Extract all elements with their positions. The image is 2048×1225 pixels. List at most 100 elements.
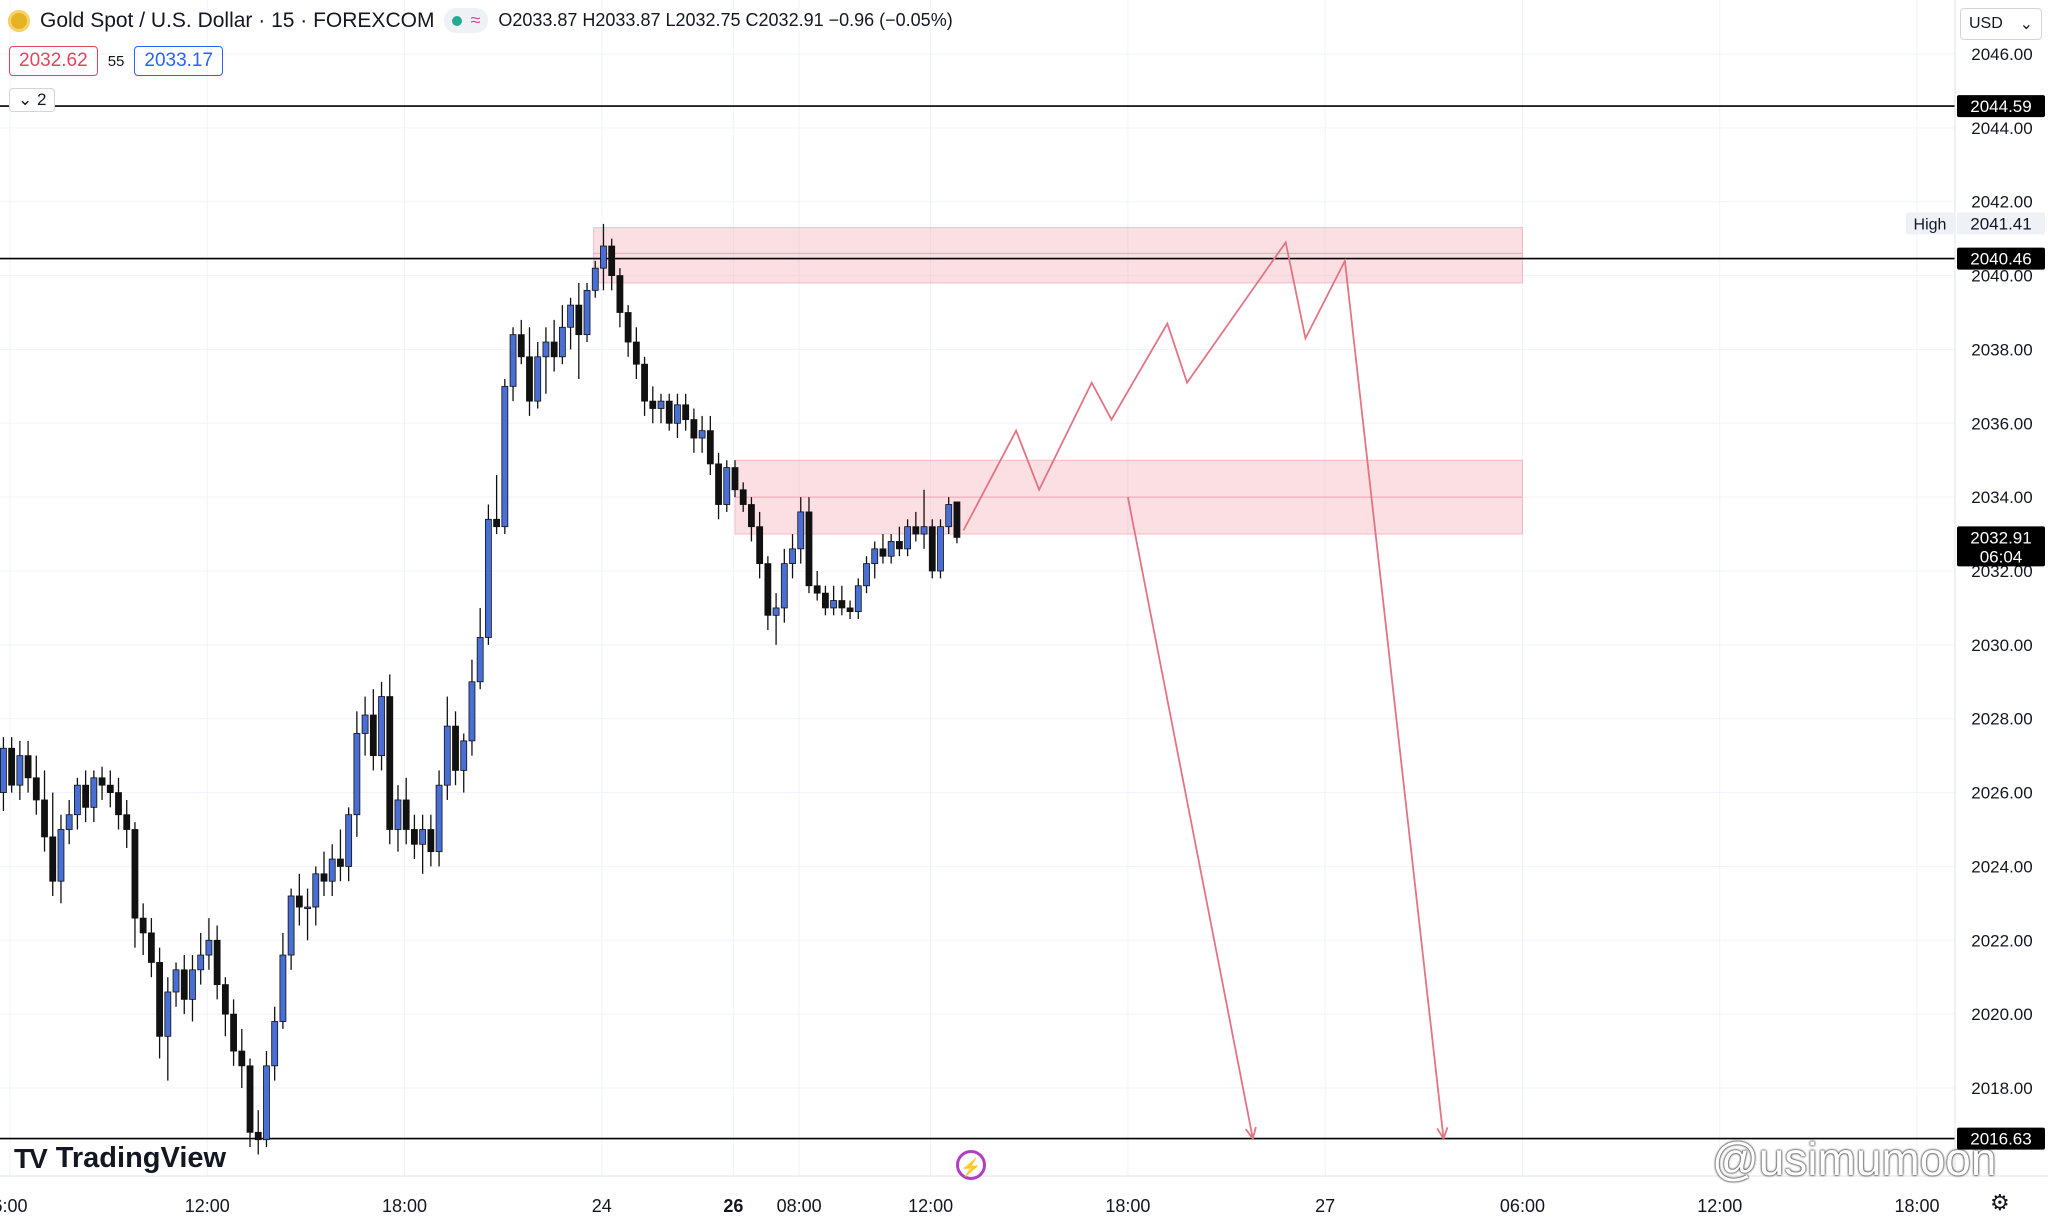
candle (871, 541, 879, 579)
price-tick-label: 2018.00 (1971, 1079, 2032, 1098)
candle (205, 918, 213, 970)
price-tick-label: 2046.00 (1971, 45, 2032, 64)
candle-body (0, 747, 7, 793)
candle (24, 740, 32, 793)
candle (65, 799, 73, 845)
candle-body (674, 404, 681, 424)
time-axis: 6:00 12:00 18:00 24 26 08:00 12:00 18:00 27 06:00… (0, 1175, 2048, 1225)
candle (830, 585, 838, 616)
candle-body (271, 1021, 279, 1067)
candle (822, 585, 829, 616)
candle (468, 659, 476, 756)
candle (501, 378, 509, 535)
candle-body (501, 385, 509, 528)
candle (263, 1051, 270, 1148)
candle-body (871, 548, 879, 565)
candle-body (427, 829, 435, 853)
candle (739, 482, 747, 512)
candle (608, 238, 616, 291)
candle (386, 674, 394, 845)
candle-body (394, 799, 402, 830)
candle (928, 519, 936, 579)
candle (139, 903, 147, 956)
candle-body (780, 563, 788, 609)
level-price-tag: 2040.46 (1970, 250, 2031, 269)
candle (846, 600, 854, 620)
candle (115, 777, 122, 830)
candle-body (895, 541, 903, 550)
candle (123, 799, 131, 848)
candle-body (82, 784, 90, 808)
candle (854, 578, 862, 620)
candle (534, 342, 542, 409)
candle-body (189, 969, 196, 1000)
author-watermark: @usimumoon (1712, 1133, 1997, 1185)
price-tick-label: 2026.00 (1971, 784, 2032, 803)
candle-body (690, 419, 698, 439)
candle (361, 696, 369, 756)
price-tick-label: 2038.00 (1971, 340, 2032, 359)
market-status-badge[interactable]: ≈ (444, 8, 489, 33)
lightning-icon[interactable]: ⚡ (956, 1150, 986, 1180)
symbol-title[interactable]: Gold Spot / U.S. Dollar · 15 · FOREXCOM (40, 8, 435, 32)
candle-body (526, 356, 533, 402)
price-tick-label: 2036.00 (1971, 414, 2032, 433)
candle (764, 556, 772, 631)
candle-body (57, 829, 65, 882)
last-price-tag: 2032.91 (1970, 528, 2031, 547)
candle-body (123, 814, 131, 830)
market-open-icon (452, 15, 463, 26)
candle (805, 497, 813, 594)
level-price-tag: 2044.59 (1970, 97, 2031, 116)
candle-body (98, 777, 106, 786)
candle-body (846, 607, 854, 613)
candle-body (772, 607, 780, 616)
tradingview-logo[interactable]: TV TradingView (14, 1142, 226, 1175)
candle-body (139, 917, 147, 934)
time-tick-label: 24 (592, 1196, 612, 1216)
sell-button[interactable]: 2032.62 (9, 46, 98, 76)
candle (624, 305, 632, 357)
candle (345, 807, 353, 882)
candle-body (337, 858, 344, 867)
candle-body (115, 792, 122, 816)
price-axis: 2046.00 2044.00 2042.00 2040.00 2038.00 2036.… (1906, 0, 2048, 1225)
candle-body (41, 799, 48, 838)
candle-body (649, 400, 657, 409)
candle (484, 504, 492, 645)
candle-body (353, 733, 361, 816)
candle-body (452, 725, 459, 771)
candle (369, 689, 377, 771)
supply-zone (593, 227, 1523, 284)
candle (583, 282, 591, 343)
candle-body (756, 526, 764, 565)
symbol-header: Gold Spot / U.S. Dollar · 15 · FOREXCOM … (8, 8, 953, 33)
candle (895, 526, 903, 557)
candle (682, 393, 690, 431)
gold-coin-icon (8, 9, 30, 32)
indicator-collapse-button[interactable]: ⌄ 2 (9, 88, 56, 112)
candle (82, 770, 90, 823)
buy-button[interactable]: 2033.17 (134, 46, 224, 76)
candle (797, 497, 805, 564)
candle (106, 770, 114, 808)
candle (863, 556, 870, 594)
time-tick-label: 06:00 (1500, 1196, 1545, 1216)
high-label: High (1914, 217, 1947, 234)
candle-body (600, 245, 607, 269)
candle (156, 947, 164, 1059)
gear-icon[interactable]: ⚙ (1990, 1190, 2010, 1215)
candle (147, 918, 155, 978)
candle-body (731, 467, 739, 491)
currency-selector[interactable]: USD ⌄ (1960, 8, 2042, 40)
time-tick-label: 12:00 (1697, 1196, 1742, 1216)
candle (32, 755, 40, 815)
candle (279, 932, 287, 1029)
candle (16, 740, 24, 800)
candle (295, 873, 303, 926)
candle-body (665, 400, 673, 424)
candle-body (345, 814, 353, 867)
time-tick-label: 26 (723, 1196, 743, 1216)
candle-body (443, 725, 451, 786)
